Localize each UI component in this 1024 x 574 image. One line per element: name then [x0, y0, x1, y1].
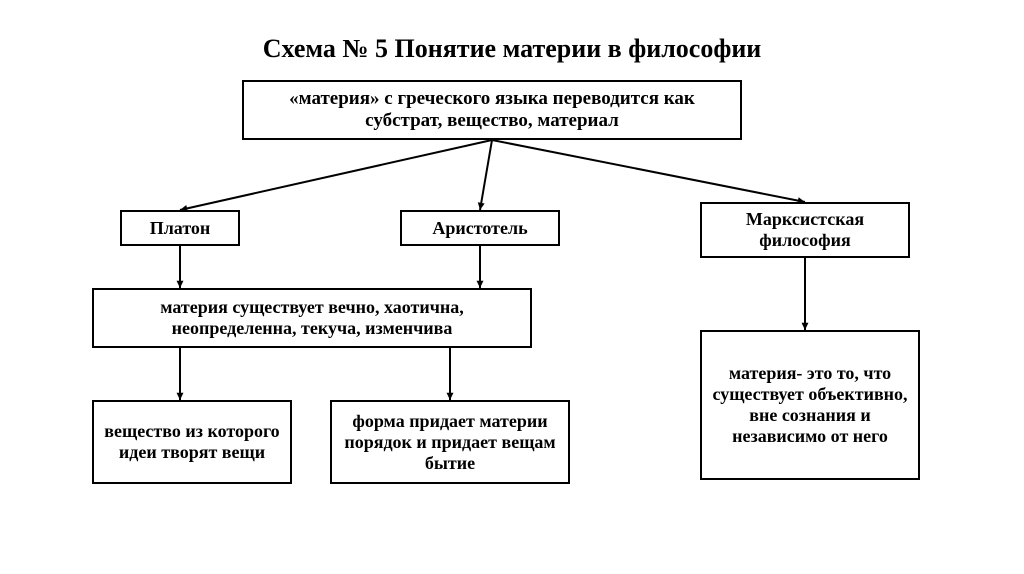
node-root: «материя» с греческого языка переводится… — [242, 80, 742, 140]
diagram-title: Схема № 5 Понятие материи в философии — [0, 34, 1024, 64]
node-plato: Платон — [120, 210, 240, 246]
node-marx-out: материя- это то, что существует объектив… — [700, 330, 920, 480]
node-aristotle: Аристотель — [400, 210, 560, 246]
node-marx: Марксистская философия — [700, 202, 910, 258]
node-plato-out: вещество из которого идеи творят вещи — [92, 400, 292, 484]
node-shared: материя существует вечно, хаотична, неоп… — [92, 288, 532, 348]
node-aristotle-out: форма придает материи порядок и придает … — [330, 400, 570, 484]
